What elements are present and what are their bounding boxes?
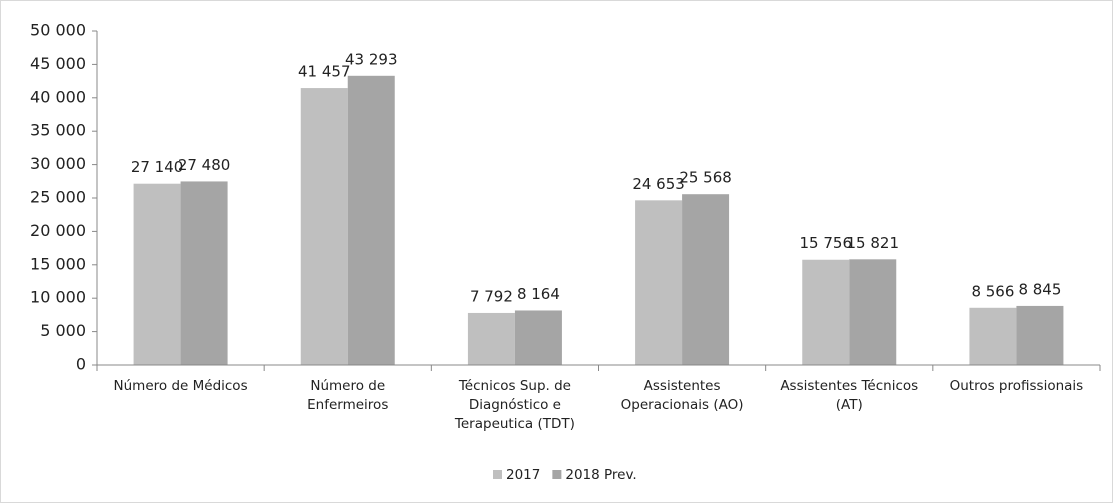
data-label: 15 756	[800, 234, 853, 252]
y-tick-label: 25 000	[30, 188, 86, 207]
data-label: 24 653	[632, 175, 685, 193]
legend-label: 2018 Prev.	[565, 467, 636, 483]
y-tick-label: 10 000	[30, 288, 86, 307]
y-tick-label: 20 000	[30, 221, 86, 240]
y-tick-label: 40 000	[30, 87, 86, 106]
data-label: 27 480	[178, 156, 231, 174]
legend-label: 2017	[506, 467, 540, 483]
legend-swatch	[552, 470, 562, 479]
x-tick-label: Assistentes Operacionais (AO)	[620, 378, 744, 413]
data-label: 25 568	[679, 169, 732, 187]
bar	[300, 88, 348, 366]
y-tick-label: 50 000	[30, 21, 86, 40]
bar	[682, 194, 730, 365]
data-label: 15 821	[847, 234, 900, 252]
data-label: 8 566	[971, 282, 1014, 300]
data-label: 8 164	[517, 285, 560, 303]
x-tick-label: Outros profissionais	[949, 378, 1084, 394]
x-tick-label: Técnicos Sup. de Diagnóstico e Terapeuti…	[454, 378, 575, 432]
bar	[802, 259, 850, 365]
bar	[133, 183, 181, 365]
y-tick-label: 45 000	[30, 54, 86, 73]
legend-swatch	[493, 470, 502, 479]
data-label: 41 457	[298, 63, 351, 81]
data-label: 8 845	[1018, 280, 1061, 298]
y-tick-label: 0	[76, 355, 86, 374]
x-tick-label: Número de Enfermeiros	[307, 378, 389, 413]
y-tick-label: 5 000	[40, 321, 86, 340]
x-tick-label: Número de Médicos	[113, 378, 248, 394]
bar	[347, 75, 395, 365]
bar	[514, 310, 562, 365]
data-label: 27 140	[131, 158, 184, 176]
data-label: 43 293	[345, 50, 398, 68]
bar	[849, 259, 897, 365]
data-label: 7 792	[470, 287, 513, 305]
bar	[635, 200, 683, 365]
y-tick-label: 30 000	[30, 154, 86, 173]
bar	[969, 307, 1017, 365]
bar	[1016, 305, 1064, 365]
bar	[180, 181, 228, 365]
bar	[467, 312, 515, 365]
x-tick-label: Assistentes Técnicos (AT)	[780, 378, 919, 413]
y-tick-label: 35 000	[30, 121, 86, 140]
y-tick-label: 15 000	[30, 254, 86, 273]
